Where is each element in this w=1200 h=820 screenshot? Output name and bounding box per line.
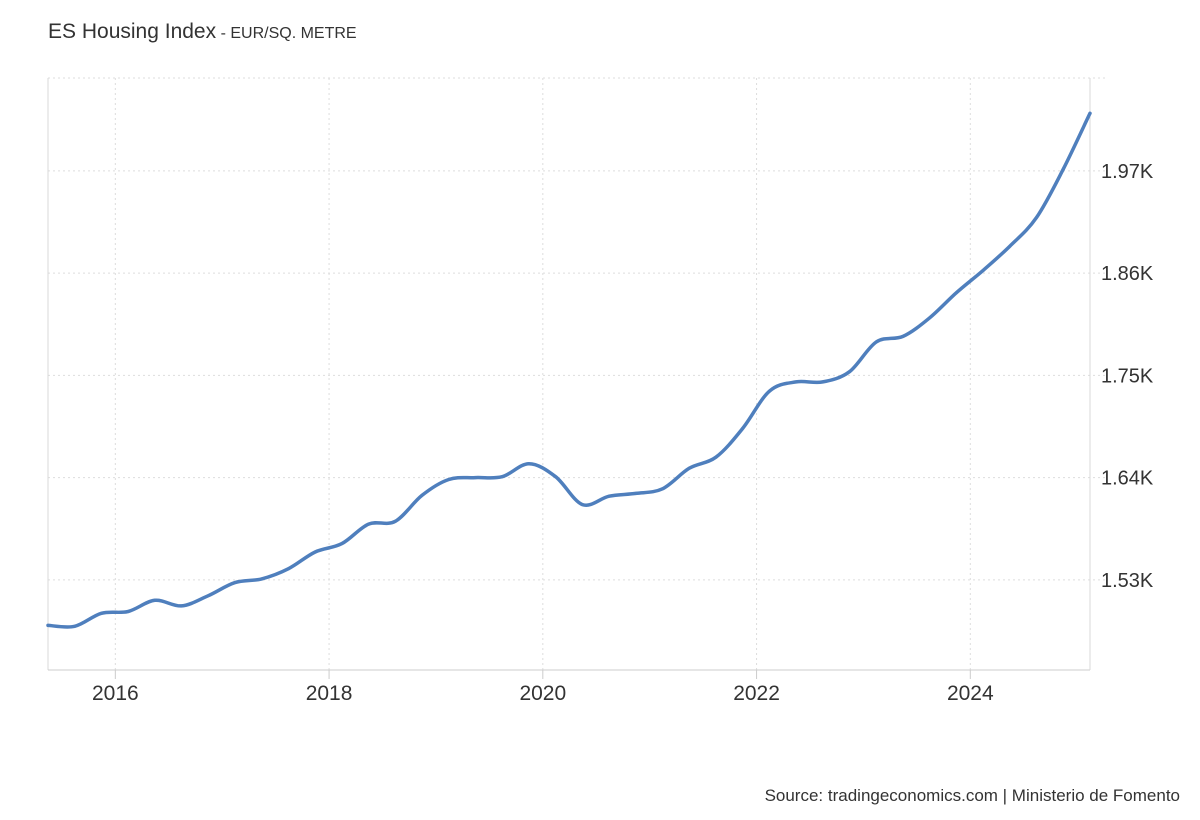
y-tick-labels: 1.53K 1.64K 1.75K 1.86K 1.97K [1101,161,1154,592]
gridlines [48,77,1108,679]
data-point [447,478,451,481]
series-group [46,111,1092,629]
y-tick-label: 1.97K [1101,161,1154,183]
data-point [741,426,745,430]
data-point [901,334,905,338]
x-tick-label: 2024 [947,682,994,705]
data-point [206,594,210,598]
data-point [420,493,424,497]
y-tick-label: 1.86K [1101,263,1154,285]
data-point [554,475,558,479]
data-point [340,542,344,546]
data-point [474,476,477,480]
data-point [260,577,264,581]
data-point [180,604,184,608]
data-point [634,491,638,495]
y-tick-label: 1.64K [1101,468,1154,490]
x-tick-label: 2016 [92,682,139,705]
data-point [287,567,290,571]
data-point [313,550,317,554]
data-point [954,291,958,295]
axes [47,78,1091,671]
data-point [393,519,397,523]
chart-title-main: ES Housing Index [48,20,217,43]
data-point [500,475,504,479]
data-point [661,487,664,491]
x-tick-label: 2020 [519,682,566,705]
data-point [821,380,825,384]
data-point [981,268,985,272]
chart-title-separator: - [220,25,231,42]
data-point [928,316,932,320]
data-point [1061,167,1065,171]
data-point [848,370,851,374]
data-point [874,340,878,344]
data-point [607,494,611,498]
data-point [1008,244,1012,248]
data-point [714,455,718,459]
data-point [153,598,157,602]
data-point [767,389,771,393]
data-point [126,610,130,613]
chart-title: ES Housing Index - EUR/SQ. METRE [48,20,357,44]
data-point [794,380,798,384]
data-point [527,462,531,466]
data-point [1035,215,1039,219]
source-attribution: Source: tradingeconomics.com | Ministeri… [764,786,1180,805]
x-tick-label: 2022 [733,682,780,705]
y-tick-label: 1.53K [1101,570,1154,592]
y-tick-label: 1.75K [1101,365,1154,387]
data-point [1088,111,1092,115]
data-point [580,503,584,507]
data-point [99,611,103,615]
x-tick-label: 2018 [306,682,353,705]
data-point [46,623,50,627]
series-line [46,111,1092,629]
data-point [687,466,691,470]
chart-unit-label: EUR/SQ. METRE [230,25,357,42]
x-tick-labels: 2016 2018 2020 2022 2024 [92,682,994,705]
data-point [73,624,77,628]
data-point [233,581,237,585]
data-point [367,522,371,526]
